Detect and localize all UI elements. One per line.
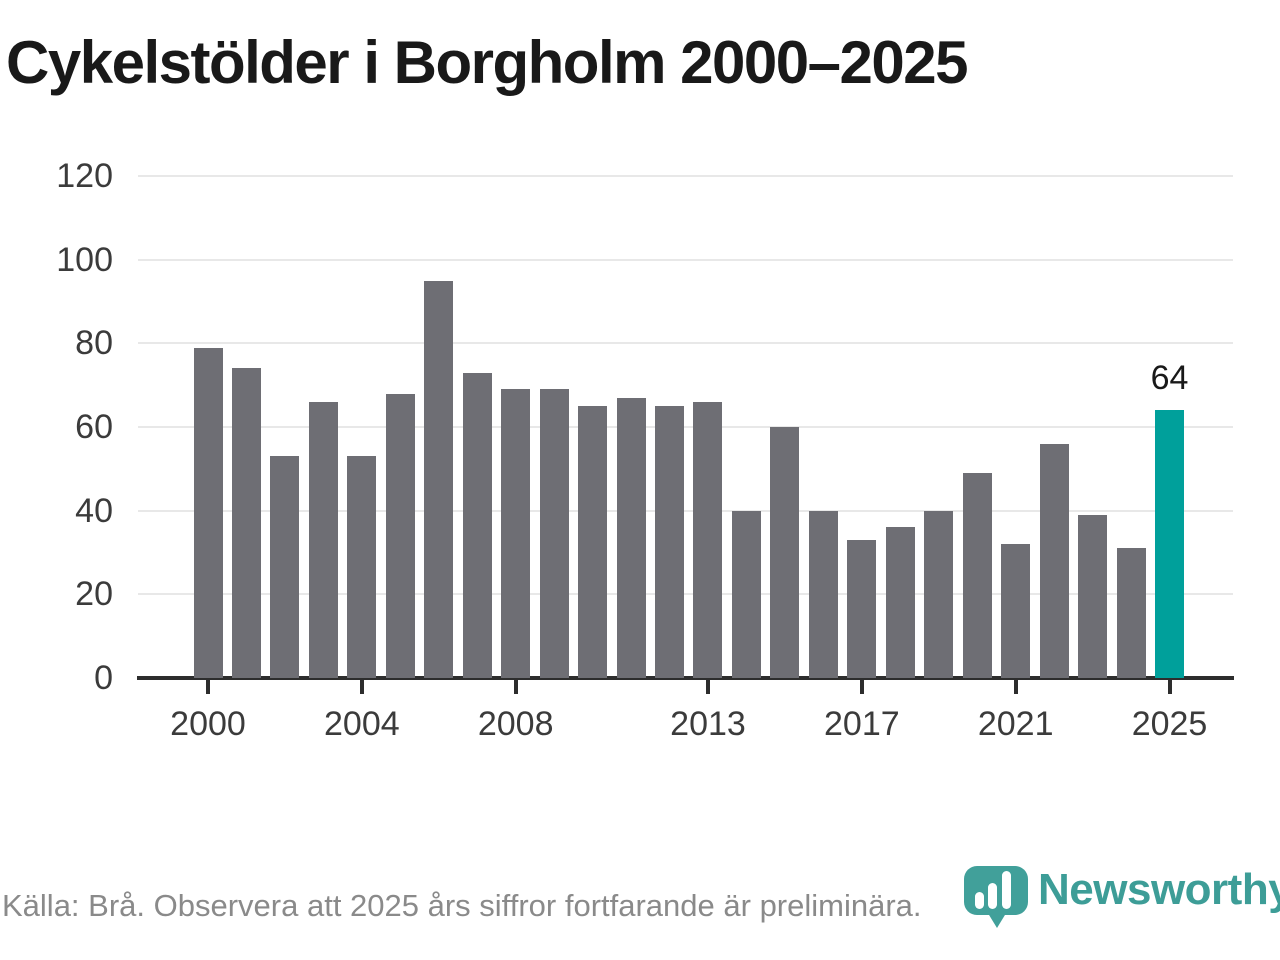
bar-2013: [693, 401, 723, 678]
bar-2022: [1039, 443, 1069, 678]
x-axis-label-2004: 2004: [324, 705, 400, 743]
x-axis-tick-2013: [705, 680, 710, 694]
y-axis-label-60: 60: [75, 408, 113, 446]
bar-2023: [1078, 514, 1108, 678]
logo-chart-bar-icon: [1002, 871, 1011, 909]
source-note: Källa: Brå. Observera att 2025 års siffr…: [2, 888, 922, 923]
x-axis-label-2025: 2025: [1131, 705, 1208, 743]
bar-2001: [231, 368, 261, 678]
gridline-60: [138, 426, 1233, 428]
x-axis-tick-2025: [1167, 680, 1172, 694]
x-axis-label-2021: 2021: [977, 705, 1054, 743]
gridline-120: [138, 175, 1233, 177]
y-axis-label-40: 40: [75, 491, 113, 530]
bar-2019: [924, 510, 954, 678]
bar-2015: [770, 427, 800, 678]
logo-chart-bar-icon: [988, 883, 997, 909]
bar-2014: [731, 510, 761, 678]
logo-chart-bar-icon: [975, 892, 984, 909]
x-axis-label-2000: 2000: [170, 705, 246, 743]
bar-2003: [308, 401, 338, 678]
bar-2005: [385, 393, 415, 678]
newsworthy-logo-icon-tail: [986, 910, 1008, 928]
bar-2025: [1155, 410, 1185, 678]
x-axis-tick-2008: [513, 680, 518, 694]
bar-2024: [1116, 548, 1146, 678]
bar-2004: [347, 456, 377, 678]
y-axis-label-20: 20: [75, 575, 113, 614]
bar-2017: [847, 539, 877, 678]
x-axis-tick-2021: [1013, 680, 1018, 694]
y-axis-label-80: 80: [75, 324, 113, 363]
bar-2010: [578, 406, 608, 678]
gridline-20: [138, 593, 1233, 596]
x-axis-label-2017: 2017: [824, 705, 900, 743]
bar-2016: [808, 510, 838, 678]
bar-2018: [885, 527, 915, 678]
highlight-value-label: 64: [1150, 359, 1189, 398]
bar-2000: [193, 347, 223, 678]
bar-2006: [424, 280, 454, 678]
bar-2011: [616, 397, 646, 678]
x-axis-label-2013: 2013: [670, 705, 746, 743]
bar-2012: [655, 406, 685, 678]
bar-2021: [1001, 544, 1031, 678]
bar-2007: [462, 372, 492, 678]
gridline-80: [138, 342, 1233, 345]
bar-2008: [501, 389, 531, 678]
x-axis-label-2008: 2008: [477, 705, 554, 743]
x-axis-tick-2004: [359, 680, 364, 694]
bar-2020: [962, 473, 992, 678]
chart-title: Cykelstölder i Borgholm 2000–2025: [6, 29, 968, 96]
bar-2002: [270, 456, 300, 678]
x-axis-tick-2017: [859, 680, 864, 694]
gridline-100: [138, 258, 1233, 261]
brand-name: Newsworthy: [1038, 865, 1280, 914]
y-axis-label-100: 100: [56, 240, 113, 279]
y-axis-label-0: 0: [94, 659, 113, 697]
gridline-40: [138, 509, 1233, 512]
y-axis-label-120: 120: [56, 157, 113, 195]
bar-2009: [539, 389, 569, 678]
x-axis-line: [137, 676, 1234, 680]
x-axis-tick-2000: [206, 680, 210, 694]
